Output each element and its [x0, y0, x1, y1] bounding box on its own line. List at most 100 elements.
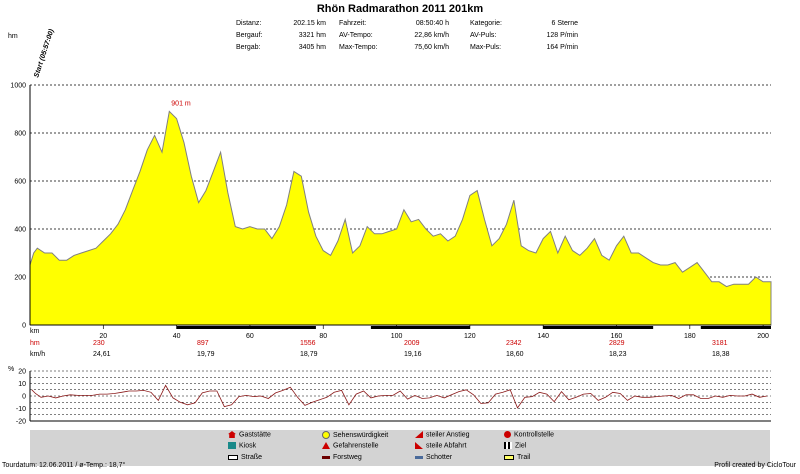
gravel-icon	[415, 455, 423, 459]
hm-row-label: hm	[30, 340, 40, 347]
maxtempo-label: Max-Tempo:	[339, 44, 378, 51]
road-segment	[700, 326, 771, 329]
kmh-value: 18,79	[300, 351, 318, 358]
finish-flag-icon	[504, 442, 512, 449]
elevation-x-tick-label: 160	[611, 333, 623, 340]
kmh-value: 18,23	[609, 351, 627, 358]
gradient-y-ticks: 20 10 0 -10 -20	[16, 369, 26, 426]
gradient-unit-label: %	[8, 366, 14, 373]
gradient-y-tick-label: -20	[16, 419, 26, 426]
peak-annotation: 901 m	[171, 100, 191, 107]
stats-column-2: Fahrzeit: 08:50:40 h AV-Tempo: 22,86 km/h …	[339, 18, 449, 54]
elevation-y-tick-label: 1000	[10, 83, 26, 90]
bergab-value: 3405 hm	[298, 44, 326, 51]
gradient-y-tick-label: -10	[16, 406, 26, 413]
kmh-value: 19,16	[404, 351, 422, 358]
gradient-y-tick-label: 10	[18, 381, 26, 388]
elevation-x-tick-label: 120	[464, 333, 476, 340]
unit-hm-label: hm	[8, 33, 18, 40]
legend-steile-abfahrt: steile Abfahrt	[415, 442, 466, 449]
checkpoint-icon	[504, 431, 511, 438]
elevation-x-tick-label: 80	[319, 333, 327, 340]
legend-trail: Trail	[504, 454, 530, 461]
chart-title: Rhön Radmarathon 2011 201km	[316, 3, 484, 15]
kmh-value: 19,79	[197, 351, 215, 358]
maxpuls-label: Max-Puls:	[470, 44, 502, 51]
elevation-x-tick-label: 60	[246, 333, 254, 340]
stats-column-3: Kategorie: 6 Sterne AV-Puls: 128 P/min Max…	[470, 18, 578, 54]
gradient-line	[31, 384, 768, 409]
distanz-value: 202.15 km	[293, 20, 326, 27]
road-type-bar	[176, 326, 771, 329]
steep-climb-icon	[415, 431, 423, 438]
elevation-x-ticks: 20 40 60 80 100 120 140 160 180 200	[99, 325, 769, 340]
kmh-value: 18,38	[712, 351, 730, 358]
bergab-label: Bergab:	[236, 44, 261, 51]
legend-schotter: Schotter	[415, 454, 452, 461]
trail-icon	[504, 454, 514, 460]
legend-kiosk: Kiosk	[228, 442, 256, 449]
km-row-label: km	[30, 328, 40, 335]
stats-column-1: Distanz: 202.15 km Bergauf: 3321 hm Bergab…	[236, 18, 326, 54]
maxpuls-value: 164 P/min	[546, 44, 578, 51]
hm-value: 897	[197, 340, 209, 347]
elevation-x-tick-label: 180	[684, 333, 696, 340]
legend-gefahrenstelle: Gefahrenstelle	[322, 442, 379, 449]
hm-value: 2829	[609, 340, 625, 347]
elevation-x-tick-label: 40	[173, 333, 181, 340]
legend-kontrollstelle: Kontrollstelle	[504, 431, 554, 438]
steep-descent-icon	[415, 442, 423, 449]
start-label: Start (05:57:00)	[33, 28, 55, 79]
elevation-y-tick-label: 800	[14, 131, 26, 138]
elevation-x-tick-label: 100	[391, 333, 403, 340]
legend-strasse: Straße	[228, 454, 262, 461]
road-segment	[176, 326, 316, 329]
hm-value: 230	[93, 340, 105, 347]
gradient-axes	[29, 371, 771, 422]
fahrzeit-label: Fahrzeit:	[339, 20, 367, 27]
road-icon	[228, 454, 238, 460]
avtempo-value: 22,86 km/h	[414, 32, 449, 39]
legend-ziel: Ziel	[504, 442, 526, 449]
forest-road-icon	[322, 455, 330, 459]
elevation-x-tick-label: 140	[537, 333, 549, 340]
kategorie-label: Kategorie:	[470, 20, 502, 27]
legend-sehenswuerdigkeit: Sehenswürdigkeit	[322, 431, 388, 439]
tour-date-footer: Tourdatum: 12.06.2011 / ø-Temp.: 18,7°	[2, 462, 126, 469]
fahrzeit-value: 08:50:40 h	[415, 20, 449, 27]
legend-forstweg: Forstweg	[322, 454, 362, 461]
maxtempo-value: 75,60 km/h	[414, 44, 449, 51]
elevation-axes	[29, 85, 771, 326]
elevation-y-ticks: 0 200 400 600 800 1000	[10, 83, 26, 330]
legend: Gaststätte Kiosk Straße Sehenswürdigkeit…	[30, 430, 770, 466]
legend-steiler-anstieg: steiler Anstieg	[415, 431, 470, 438]
avpuls-label: AV-Puls:	[470, 32, 497, 39]
elevation-y-tick-label: 400	[14, 227, 26, 234]
kmh-value: 24,61	[93, 351, 111, 358]
warning-icon	[322, 442, 330, 449]
elevation-y-tick-label: 600	[14, 179, 26, 186]
hm-value: 1556	[300, 340, 316, 347]
bergauf-label: Bergauf:	[236, 32, 263, 39]
gradient-y-tick-label: 20	[18, 369, 26, 376]
elevation-x-tick-label: 200	[757, 333, 769, 340]
gradient-y-tick-label: 0	[22, 394, 26, 401]
credit-footer: Profil created by CicloTour	[714, 462, 796, 469]
bergauf-value: 3321 hm	[298, 32, 326, 39]
kiosk-icon	[228, 442, 236, 449]
kategorie-value: 6 Sterne	[551, 20, 578, 27]
road-segment	[543, 326, 654, 329]
road-segment	[370, 326, 470, 329]
elevation-y-tick-label: 200	[14, 275, 26, 282]
legend-gaststaette: Gaststätte	[228, 431, 271, 438]
kmh-value: 18,60	[506, 351, 524, 358]
house-icon	[228, 431, 236, 438]
hm-value: 3181	[712, 340, 728, 347]
kmh-row-label: km/h	[30, 351, 46, 358]
elevation-area	[29, 110, 772, 326]
elevation-y-tick-label: 0	[22, 323, 26, 330]
hm-value: 2009	[404, 340, 420, 347]
distanz-label: Distanz:	[236, 20, 262, 27]
sight-icon	[322, 431, 330, 439]
